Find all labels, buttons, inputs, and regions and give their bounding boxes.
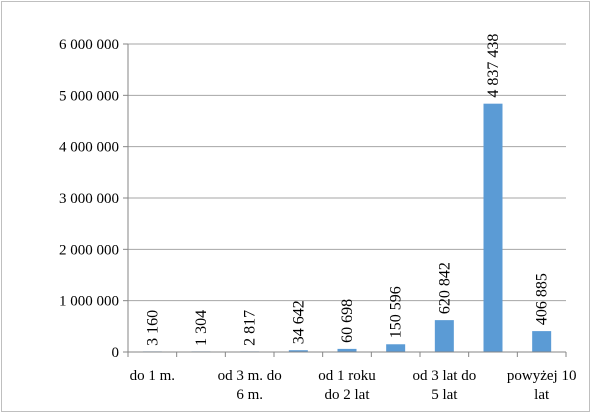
bar	[483, 103, 503, 352]
axes	[123, 43, 567, 357]
bar	[386, 344, 406, 352]
y-tick-labels: 0 1 000 000 2 000 000 3 000 000 4 000 000 5 0…	[59, 37, 119, 361]
x-category-label: do 2 lat	[325, 387, 371, 403]
y-tick-label: 6 000 000	[59, 37, 119, 53]
data-label: 3 160	[144, 310, 161, 346]
y-tick-label: 3 000 000	[59, 191, 119, 207]
data-label: 34 642	[290, 300, 307, 344]
bar	[532, 331, 552, 352]
x-category-label: od 3 lat do	[412, 368, 476, 384]
data-label: 150 596	[388, 286, 405, 338]
y-tick-label: 5 000 000	[59, 88, 119, 104]
y-tick-label: 1 000 000	[59, 294, 119, 310]
x-category-label: od 1 roku	[318, 368, 376, 384]
x-category-label: 5 lat	[431, 387, 458, 403]
bar	[288, 350, 308, 352]
data-label: 60 698	[339, 299, 356, 343]
data-label: 1 304	[193, 310, 210, 346]
data-label: 4 837 438	[485, 34, 502, 98]
x-category-label: od 3 m. do	[218, 368, 282, 384]
y-tick-label: 2 000 000	[59, 242, 119, 258]
y-tick-label: 4 000 000	[59, 140, 119, 156]
data-label: 2 817	[242, 310, 259, 346]
x-category-label: powyżej 10	[507, 368, 577, 384]
x-category-label: lat	[534, 387, 550, 403]
bar	[434, 320, 454, 352]
data-label: 406 885	[534, 273, 551, 325]
y-tick-label: 0	[112, 345, 120, 361]
x-category-label: do 1 m.	[130, 368, 175, 384]
x-category-labels: do 1 m. od 3 m. do 6 m. od 1 roku do 2 lat od…	[130, 368, 577, 403]
bar	[337, 348, 357, 352]
data-label: 620 842	[436, 262, 453, 314]
data-labels: 3 160 1 304 2 817 34 642 60 698 150 596 620 84…	[144, 34, 550, 346]
x-category-label: 6 m.	[236, 387, 263, 403]
